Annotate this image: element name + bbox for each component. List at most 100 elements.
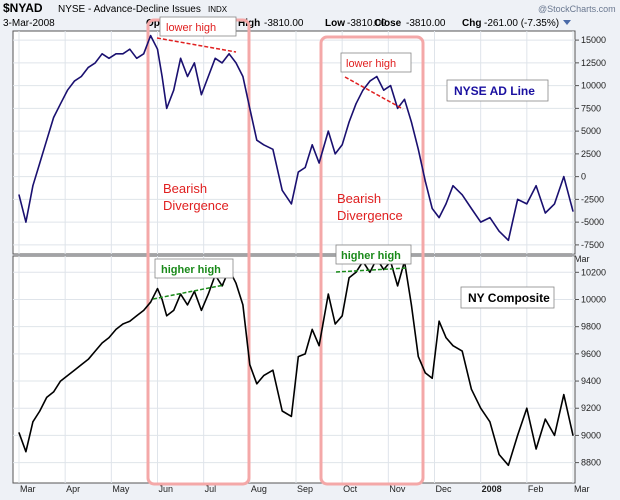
ad-line-data-point bbox=[397, 107, 399, 109]
ad-line-data-point bbox=[445, 203, 447, 205]
ad-line-data-point bbox=[327, 130, 329, 132]
ad-line-data-point bbox=[369, 80, 371, 82]
annotation-higher-high-2: higher high bbox=[335, 244, 412, 265]
ad-line-data-point bbox=[272, 148, 274, 150]
ad-line-data-point bbox=[424, 180, 426, 182]
ad-line-plot-area bbox=[12, 30, 576, 255]
symbol: $NYAD bbox=[3, 1, 43, 15]
composite-y-tick-label: 9000 bbox=[581, 430, 601, 440]
ad-line-data-point bbox=[290, 203, 292, 205]
close-value: -3810.00 bbox=[406, 18, 446, 29]
exchange-tag: INDX bbox=[208, 5, 228, 14]
composite-y-tick-label: 10200 bbox=[581, 267, 606, 277]
legend-composite: NY Composite bbox=[460, 286, 555, 309]
ad-line-grid bbox=[13, 31, 575, 254]
composite-data-point bbox=[25, 451, 27, 453]
ad-line-data-point bbox=[221, 62, 223, 64]
ad-line-data-point bbox=[452, 185, 454, 187]
composite-data-point bbox=[207, 293, 209, 295]
composite-data-point bbox=[438, 320, 440, 322]
chg-label: Chg bbox=[462, 18, 481, 29]
ad-line-data-point bbox=[526, 203, 528, 205]
composite-data-point bbox=[129, 320, 131, 322]
composite-data-point bbox=[297, 356, 299, 358]
higher-high-trendline-1 bbox=[152, 284, 225, 300]
ad-line-y-tick-label: 5000 bbox=[581, 126, 601, 136]
composite-panel: 10200 10000 9800 9600 9400 9200 9000 8800 Mar Ap… bbox=[12, 255, 606, 494]
ad-line-data-point bbox=[507, 239, 509, 241]
composite-data-point bbox=[256, 383, 258, 385]
composite-data-point bbox=[341, 315, 343, 317]
composite-data-point bbox=[318, 345, 320, 347]
ad-line-data-point bbox=[214, 57, 216, 59]
svg-text:lower high: lower high bbox=[346, 58, 396, 70]
composite-x-tick-label: Apr bbox=[66, 484, 80, 494]
ad-line-data-point bbox=[383, 89, 385, 91]
ad-line-data-point bbox=[517, 198, 519, 200]
annotation-higher-high-1: higher high bbox=[154, 258, 234, 279]
composite-data-point bbox=[136, 315, 138, 317]
ad-line-data-point bbox=[122, 53, 124, 55]
composite-series-line bbox=[18, 257, 574, 467]
composite-data-point bbox=[311, 328, 313, 330]
ad-line-data-point bbox=[249, 107, 251, 109]
ad-line-y-tick-label: 7500 bbox=[581, 103, 601, 113]
ad-line-data-point bbox=[180, 57, 182, 59]
composite-data-point bbox=[186, 304, 189, 306]
ad-line-data-point bbox=[390, 85, 392, 87]
lower-high-trendline-2 bbox=[344, 76, 404, 110]
svg-text:NYSE AD Line: NYSE AD Line bbox=[454, 84, 535, 98]
ad-line-data-point bbox=[228, 53, 230, 55]
composite-x-tick-label: Aug bbox=[251, 484, 267, 494]
ad-line-data-point bbox=[403, 98, 406, 100]
composite-y-tick-label: 9200 bbox=[581, 403, 601, 413]
composite-data-point bbox=[143, 309, 145, 311]
composite-data-point bbox=[348, 277, 350, 279]
composite-data-point bbox=[156, 288, 159, 290]
ad-line-data-point bbox=[281, 189, 283, 191]
ad-line-y-tick-label: 2500 bbox=[581, 149, 601, 159]
composite-y-tick-label: 9400 bbox=[581, 376, 601, 386]
ad-line-data-point bbox=[256, 139, 258, 141]
ad-line-data-point bbox=[242, 75, 244, 78]
dropdown-arrow-icon[interactable] bbox=[563, 20, 571, 25]
ad-line-data-point bbox=[161, 75, 163, 78]
ad-line-data-point bbox=[129, 48, 131, 50]
ad-line-data-point bbox=[438, 217, 440, 219]
ad-line-series-line bbox=[18, 34, 574, 242]
ad-line-data-point bbox=[73, 80, 75, 82]
chg-value: -261.00 (-7.35%) bbox=[484, 18, 559, 29]
ad-line-panel: 15000 12500 10000 7500 5000 2500 0 -2500 -5000 -7… bbox=[12, 30, 606, 264]
svg-text:higher high: higher high bbox=[161, 264, 221, 276]
ad-line-data-point bbox=[115, 53, 117, 55]
ad-line-data-point bbox=[498, 230, 500, 232]
ad-line-data-point bbox=[101, 53, 103, 55]
composite-data-point bbox=[327, 293, 329, 295]
ad-line-data-point bbox=[572, 210, 574, 212]
ad-line-y-tick-label: 0 bbox=[581, 172, 586, 182]
composite-data-point bbox=[221, 285, 223, 287]
ad-line-data-point bbox=[87, 66, 89, 68]
ad-line-data-point bbox=[553, 203, 556, 205]
ad-line-data-point bbox=[318, 162, 320, 164]
composite-data-point bbox=[517, 434, 519, 436]
date: 3-Mar-2008 bbox=[3, 18, 55, 29]
composite-x-tick-label: 2008 bbox=[482, 484, 502, 494]
ad-line-data-point bbox=[143, 53, 145, 55]
composite-x-axis: Mar Apr May Jun Jul Aug Sep Oct Nov Dec 2008 Feb Mar bbox=[20, 484, 590, 494]
composite-data-point bbox=[431, 377, 433, 379]
composite-data-point bbox=[417, 356, 419, 358]
bearish-divergence-1-line2: Divergence bbox=[163, 198, 229, 213]
ad-line-data-point bbox=[431, 207, 433, 210]
ad-line-data-point bbox=[348, 121, 350, 123]
ad-line-data-point bbox=[544, 212, 546, 214]
bearish-divergence-1-line1: Bearish bbox=[163, 181, 207, 196]
composite-data-point bbox=[410, 304, 412, 306]
composite-data-point bbox=[461, 350, 463, 352]
composite-data-point bbox=[122, 323, 124, 325]
composite-data-point bbox=[334, 323, 336, 325]
lower-high-trendline-1 bbox=[156, 37, 237, 53]
ad-line-data-point bbox=[480, 221, 482, 223]
ad-line-data-point bbox=[563, 176, 565, 178]
